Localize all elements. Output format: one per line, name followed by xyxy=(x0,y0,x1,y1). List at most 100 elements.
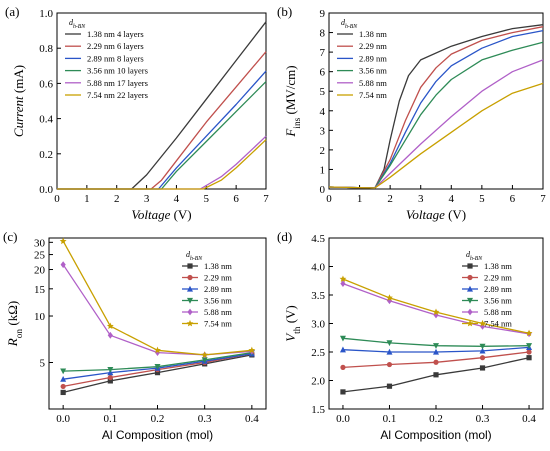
legend-label: 7.54 nm xyxy=(204,319,232,329)
series-2 xyxy=(340,349,532,370)
x-axis-title-unit: (V) xyxy=(445,207,466,222)
marker-triangle-down xyxy=(339,335,346,342)
y-tick-label: 1 xyxy=(320,164,326,176)
legend-item: 2.89 nm xyxy=(182,284,232,294)
y-axis-title: Fins (MV/cm) xyxy=(283,65,303,137)
marker-square xyxy=(187,263,193,269)
y-tick-label: 30 xyxy=(34,237,46,249)
legend-label: 3.56 nm xyxy=(204,296,232,306)
x-tick-label: 4 xyxy=(174,193,180,205)
legend-item: 2.29 nm xyxy=(182,273,232,283)
series-line xyxy=(328,41,544,189)
marker-circle xyxy=(467,274,473,281)
series-2 xyxy=(328,26,544,189)
marker-square xyxy=(340,389,346,395)
marker-triangle-up xyxy=(60,375,67,382)
y-axis-title-main: R xyxy=(5,338,20,347)
legend-item: 5.88 nm xyxy=(462,307,512,317)
y-tick-label: 7 xyxy=(320,47,326,59)
x-tick-label: 2 xyxy=(387,193,393,205)
y-axis-title: Current (mA) xyxy=(11,65,26,137)
legend-title-main: d xyxy=(341,18,346,27)
legend-item: 5.88 nm 17 layers xyxy=(65,78,148,88)
x-tick-label: 7 xyxy=(263,193,269,205)
marker-star xyxy=(201,351,209,358)
y-tick-label: 4.5 xyxy=(311,233,325,245)
y-axis-title-unit: (kΩ) xyxy=(5,301,20,329)
x-axis-title: Al Composition (mol) xyxy=(380,428,491,442)
y-tick-label: 2.5 xyxy=(311,347,325,359)
legend-title-sub: h-BN xyxy=(470,256,483,262)
y-tick-label: 4 xyxy=(320,106,326,118)
marker-triangle-down xyxy=(386,340,393,347)
marker-circle xyxy=(340,364,346,370)
legend-label: 5.88 nm xyxy=(359,78,387,88)
legend-label: 3.56 nm xyxy=(359,66,387,76)
y-axis-title-main: F xyxy=(283,128,298,138)
series-4 xyxy=(339,335,533,350)
y-axis-title-main: V xyxy=(283,332,298,342)
legend-label: 2.29 nm xyxy=(359,41,387,51)
marker-star xyxy=(339,275,347,282)
y-tick-label: 0 xyxy=(320,184,326,196)
legend-label: 7.54 nm xyxy=(359,90,387,100)
legend-item: 5.88 nm xyxy=(337,78,387,88)
legend-title: dh-BN xyxy=(341,18,358,30)
y-tick-label: 3.0 xyxy=(311,319,325,331)
panel-label: (a) xyxy=(5,4,19,19)
marker-square xyxy=(433,372,439,378)
marker-square xyxy=(154,370,161,376)
series-line xyxy=(57,135,267,190)
x-axis-title-unit: (V) xyxy=(170,207,191,222)
x-tick-label: 0.2 xyxy=(429,413,443,425)
legend-title-main: d xyxy=(69,18,74,27)
marker-square xyxy=(107,378,113,384)
legend-label: 3.56 nm 10 layers xyxy=(87,66,148,76)
marker-diamond xyxy=(340,280,346,287)
marker-triangle-down xyxy=(154,364,161,370)
marker-star xyxy=(466,319,474,327)
legend: dh-BN1.38 nm2.29 nm2.89 nm3.56 nm5.88 nm… xyxy=(182,250,232,329)
legend-item: 2.89 nm xyxy=(462,284,512,294)
x-tick-label: 5 xyxy=(479,193,485,205)
x-tick-label: 3 xyxy=(144,193,150,205)
x-axis-title: Voltage (V) xyxy=(406,207,466,222)
legend-label: 2.29 nm 6 layers xyxy=(87,41,144,51)
marker-diamond xyxy=(107,331,113,339)
marker-circle xyxy=(187,274,193,281)
marker-square xyxy=(479,365,486,371)
x-axis-title-main: Voltage xyxy=(131,207,170,222)
legend-label: 1.38 nm xyxy=(484,261,512,271)
y-tick-label: 15 xyxy=(34,284,46,296)
legend-item: 2.29 nm 6 layers xyxy=(65,41,144,51)
marker-triangle-up xyxy=(187,285,193,292)
x-axis-title-main: Al Composition (mol) xyxy=(380,428,491,442)
x-tick-label: 0.1 xyxy=(383,413,397,425)
marker-circle xyxy=(526,349,532,355)
marker-star xyxy=(154,346,161,354)
series-line xyxy=(328,26,544,189)
legend-item: 7.54 nm 22 layers xyxy=(65,90,148,100)
legend: dh-BN1.38 nm2.29 nm2.89 nm3.56 nm5.88 nm… xyxy=(337,18,387,100)
y-axis-title-sub: ins xyxy=(293,117,303,128)
series-6 xyxy=(59,237,256,358)
marker-triangle-up xyxy=(467,285,473,292)
panel-label: (d) xyxy=(277,229,292,244)
y-tick-label: 1.5 xyxy=(311,404,325,416)
marker-triangle-down xyxy=(526,343,533,349)
legend-label: 2.29 nm xyxy=(204,273,232,283)
y-axis-title-sub: on xyxy=(15,329,25,339)
chart-panel-1: (a) 0 1 2 3 4 5 6 7 0.0 0.2 0.4 0.6 0.8 1.0 Voltage (V)… xyxy=(5,4,269,222)
legend-item: 1.38 nm xyxy=(462,261,512,271)
marker-triangle-down xyxy=(107,366,114,373)
x-tick-label: 7 xyxy=(540,193,546,205)
y-tick-label: 6 xyxy=(320,67,326,79)
x-axis-title: Al Composition (mol) xyxy=(102,428,213,442)
marker-triangle-down xyxy=(479,343,486,350)
y-axis-title-sub: th xyxy=(293,326,303,334)
axes-frame xyxy=(56,12,267,190)
legend-label: 7.54 nm xyxy=(484,319,512,329)
marker-circle xyxy=(479,355,486,361)
marker-diamond xyxy=(187,308,193,316)
x-axis-title-main: Voltage xyxy=(406,207,445,222)
